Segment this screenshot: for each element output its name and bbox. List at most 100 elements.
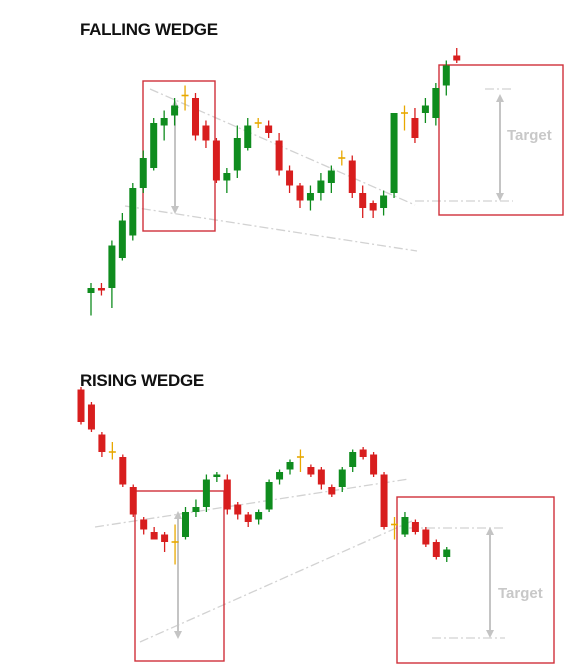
candle-body	[108, 245, 116, 288]
rising-wedge-title: RISING WEDGE	[80, 371, 204, 390]
candle	[244, 118, 252, 151]
candle-body	[129, 188, 137, 236]
falling-wedge-title: FALLING WEDGE	[80, 20, 218, 39]
candle-body	[97, 288, 105, 291]
candle	[286, 165, 294, 193]
candle	[119, 454, 127, 487]
candle	[307, 464, 315, 477]
candle	[401, 512, 409, 537]
candle-body	[380, 474, 388, 527]
trendline	[94, 478, 410, 528]
candle-body	[223, 479, 231, 510]
candle	[286, 459, 294, 475]
candle	[87, 402, 95, 432]
candle-body	[453, 55, 461, 61]
candle-body	[265, 482, 273, 510]
highlight-box	[396, 496, 555, 664]
candle-body	[233, 138, 241, 171]
candle-body	[213, 474, 221, 477]
candle-body	[275, 140, 283, 171]
candle-body	[380, 195, 388, 208]
candle	[150, 527, 158, 540]
candle	[296, 449, 304, 472]
candle	[338, 467, 346, 492]
candle-body	[212, 140, 220, 181]
candle-body	[202, 479, 210, 507]
candle	[77, 387, 85, 425]
candle	[233, 125, 241, 178]
candle-body	[192, 98, 199, 136]
candle-body	[390, 113, 398, 193]
candle	[139, 150, 147, 193]
candle-body	[422, 529, 430, 545]
candle-body	[77, 389, 85, 422]
candle-body	[421, 105, 429, 113]
candle-body	[442, 65, 450, 86]
candle	[97, 283, 105, 296]
candle-body	[307, 467, 315, 475]
candle	[160, 110, 168, 141]
candle-body	[87, 288, 95, 293]
candle-body	[348, 160, 356, 193]
candle-body	[432, 542, 440, 557]
candle	[442, 60, 450, 96]
highlight-box	[134, 490, 225, 662]
candle	[118, 213, 126, 261]
candle	[328, 484, 336, 497]
candle	[276, 469, 284, 485]
candle	[338, 150, 346, 166]
candle-body	[182, 512, 189, 537]
candle	[244, 512, 252, 527]
candle-body	[349, 452, 357, 467]
candle-body	[411, 118, 419, 138]
candle-body	[244, 514, 252, 522]
candle	[401, 105, 408, 131]
candle	[391, 517, 398, 540]
candle	[380, 190, 388, 216]
candle	[380, 472, 388, 530]
candle	[181, 85, 189, 111]
candle-body	[265, 125, 273, 133]
candle-body	[244, 125, 252, 148]
candle	[370, 452, 378, 477]
candle	[317, 467, 325, 490]
candle	[98, 432, 106, 457]
candle-body	[359, 449, 367, 457]
candle	[202, 120, 210, 148]
candle	[369, 200, 377, 218]
candle-body	[401, 517, 409, 535]
candle	[254, 118, 262, 128]
candle	[327, 165, 335, 193]
candle	[411, 519, 419, 535]
candle	[421, 98, 429, 123]
candle	[213, 472, 221, 482]
candle	[234, 502, 242, 520]
candle	[317, 173, 325, 201]
candle	[359, 447, 367, 460]
candle-body	[296, 185, 304, 201]
highlight-box	[438, 64, 564, 216]
candle	[108, 442, 116, 460]
candle	[87, 283, 95, 316]
candle	[432, 539, 440, 560]
candle-body	[161, 534, 169, 542]
candle-body	[317, 469, 325, 485]
candle-body	[129, 487, 137, 515]
candle-body	[369, 203, 377, 211]
candle-body	[432, 88, 440, 118]
candle-body	[160, 118, 168, 126]
candle-body	[443, 549, 451, 557]
candle-body	[411, 522, 419, 532]
candle-body	[328, 487, 336, 495]
candle-body	[306, 193, 314, 201]
trendline	[139, 520, 413, 643]
candle-body	[370, 454, 378, 475]
rising-wedge-chart: Target	[77, 387, 555, 664]
candle-body	[234, 504, 242, 515]
candle	[265, 479, 273, 512]
candle-body	[223, 173, 231, 181]
candle-body	[139, 158, 147, 188]
candle	[223, 474, 231, 515]
candle	[140, 517, 148, 535]
